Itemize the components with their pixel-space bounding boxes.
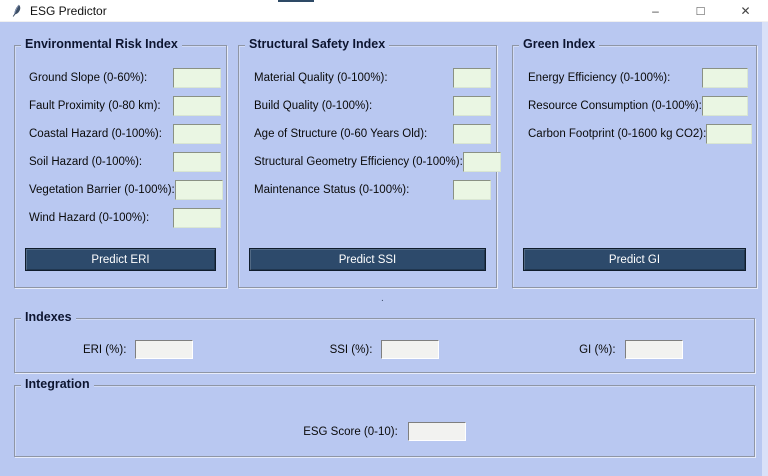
maximize-icon[interactable]: □ [696, 3, 705, 18]
window-title: ESG Predictor [30, 3, 107, 18]
close-icon[interactable]: ✕ [740, 3, 751, 18]
structural-safety-index-panel: Structural Safety Index Material Quality… [238, 37, 501, 288]
panel-title-ssi: Structural Safety Index [245, 37, 390, 51]
esg-score-group: ESG Score (0-10): [15, 422, 754, 441]
gi-fields: Energy Efficiency (0-100%): Resource Con… [513, 46, 756, 152]
field-row-structural-geometry: Structural Geometry Efficiency (0-100%): [254, 152, 501, 172]
field-row-build-quality: Build Quality (0-100%): [254, 96, 491, 116]
ssi-result-group: SSI (%): [261, 340, 507, 359]
esg-score-field[interactable] [407, 422, 466, 441]
resource-consumption-input[interactable] [702, 96, 748, 116]
field-row-soil-hazard: Soil Hazard (0-100%): [29, 152, 221, 172]
soil-hazard-input[interactable] [173, 152, 221, 172]
field-row-coastal-hazard: Coastal Hazard (0-100%): [29, 124, 221, 144]
energy-efficiency-label: Energy Efficiency (0-100%): [528, 72, 671, 84]
carbon-footprint-input[interactable] [706, 124, 753, 144]
indexes-fields: ERI (%): SSI (%): GI (%): [15, 340, 754, 359]
age-of-structure-input[interactable] [453, 124, 491, 144]
build-quality-label: Build Quality (0-100%): [254, 100, 373, 112]
field-row-resource-consumption: Resource Consumption (0-100%): [528, 96, 748, 116]
fault-proximity-label: Fault Proximity (0-80 km): [29, 100, 161, 112]
material-quality-input[interactable] [453, 68, 491, 88]
maintenance-status-input[interactable] [453, 180, 491, 200]
window-controls: – □ ✕ [633, 0, 768, 21]
ground-slope-input[interactable] [173, 68, 221, 88]
screen-edge-artifact [278, 0, 314, 2]
panel-title-integration: Integration [21, 377, 94, 391]
eri-result-group: ERI (%): [15, 340, 261, 359]
stray-dot-artifact: . [381, 293, 384, 304]
build-quality-input[interactable] [453, 96, 491, 116]
ssi-result-field[interactable] [381, 340, 440, 359]
carbon-footprint-label: Carbon Footprint (0-1600 kg CO2): [528, 128, 707, 140]
maintenance-status-label: Maintenance Status (0-100%): [254, 184, 410, 196]
eri-fields: Ground Slope (0-60%): Fault Proximity (0… [15, 46, 226, 236]
field-row-carbon-footprint: Carbon Footprint (0-1600 kg CO2): [528, 124, 753, 144]
field-row-fault-proximity: Fault Proximity (0-80 km): [29, 96, 221, 116]
gi-result-label: GI (%): [579, 343, 616, 356]
wind-hazard-label: Wind Hazard (0-100%): [29, 212, 150, 224]
environmental-risk-index-panel: Environmental Risk Index Ground Slope (0… [14, 37, 227, 288]
panel-title-gi: Green Index [519, 37, 600, 51]
title-bar: ESG Predictor – □ ✕ [0, 0, 768, 22]
fault-proximity-input[interactable] [173, 96, 221, 116]
field-row-material-quality: Material Quality (0-100%): [254, 68, 491, 88]
app-feather-icon [12, 4, 21, 17]
structural-geometry-input[interactable] [462, 152, 501, 172]
coastal-hazard-input[interactable] [173, 124, 221, 144]
gi-result-field[interactable] [624, 340, 683, 359]
field-row-vegetation-barrier: Vegetation Barrier (0-100%): [29, 180, 223, 200]
resource-consumption-label: Resource Consumption (0-100%): [528, 100, 702, 112]
energy-efficiency-input[interactable] [702, 68, 748, 88]
field-row-energy-efficiency: Energy Efficiency (0-100%): [528, 68, 748, 88]
indexes-panel: Indexes ERI (%): SSI (%): GI (%): [14, 310, 755, 373]
gi-result-group: GI (%): [508, 340, 754, 359]
app-window: Environmental Risk Index Ground Slope (0… [0, 22, 762, 476]
soil-hazard-label: Soil Hazard (0-100%): [29, 156, 143, 168]
field-row-maintenance-status: Maintenance Status (0-100%): [254, 180, 491, 200]
field-row-age-of-structure: Age of Structure (0-60 Years Old): [254, 124, 491, 144]
material-quality-label: Material Quality (0-100%): [254, 72, 388, 84]
structural-geometry-label: Structural Geometry Efficiency (0-100%): [254, 156, 463, 168]
integration-panel: Integration ESG Score (0-10): [14, 377, 755, 457]
ssi-fields: Material Quality (0-100%): Build Quality… [239, 46, 501, 208]
vegetation-barrier-label: Vegetation Barrier (0-100%): [29, 184, 175, 196]
field-row-wind-hazard: Wind Hazard (0-100%): [29, 208, 221, 228]
esg-score-label: ESG Score (0-10): [303, 425, 398, 438]
panel-title-eri: Environmental Risk Index [21, 37, 182, 51]
minimize-icon[interactable]: – [652, 3, 659, 18]
predict-eri-button[interactable]: Predict ERI [25, 248, 216, 271]
ground-slope-label: Ground Slope (0-60%): [29, 72, 148, 84]
vegetation-barrier-input[interactable] [174, 180, 223, 200]
ssi-result-label: SSI (%): [329, 343, 373, 356]
wind-hazard-input[interactable] [173, 208, 221, 228]
panel-title-indexes: Indexes [21, 310, 76, 324]
coastal-hazard-label: Coastal Hazard (0-100%): [29, 128, 162, 140]
field-row-ground-slope: Ground Slope (0-60%): [29, 68, 221, 88]
eri-result-field[interactable] [135, 340, 194, 359]
predict-ssi-button[interactable]: Predict SSI [249, 248, 486, 271]
predict-gi-button[interactable]: Predict GI [523, 248, 746, 271]
age-of-structure-label: Age of Structure (0-60 Years Old): [254, 128, 428, 140]
eri-result-label: ERI (%): [82, 343, 127, 356]
green-index-panel: Green Index Energy Efficiency (0-100%): … [512, 37, 757, 288]
